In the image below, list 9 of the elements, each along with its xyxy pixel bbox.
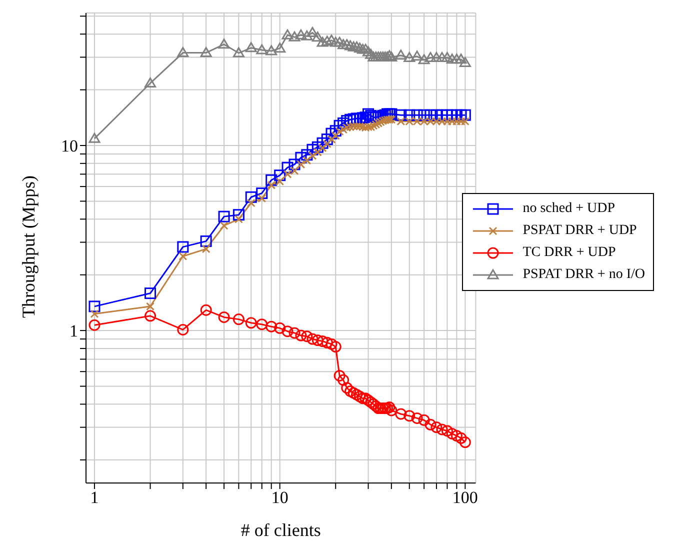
legend-label: PSPAT DRR + UDP: [522, 223, 637, 239]
y-axis-title: Throughput (Mpps): [18, 176, 38, 318]
legend-label: TC DRR + UDP: [522, 245, 616, 261]
x-axis-title: # of clients: [240, 520, 321, 540]
x-tick-label: 1: [90, 488, 99, 508]
legend-label: PSPAT DRR + no I/O: [522, 267, 645, 283]
x-tick-label: 10: [271, 488, 288, 508]
legend-label: no sched + UDP: [522, 201, 615, 217]
x-tick-label: 100: [452, 488, 478, 508]
